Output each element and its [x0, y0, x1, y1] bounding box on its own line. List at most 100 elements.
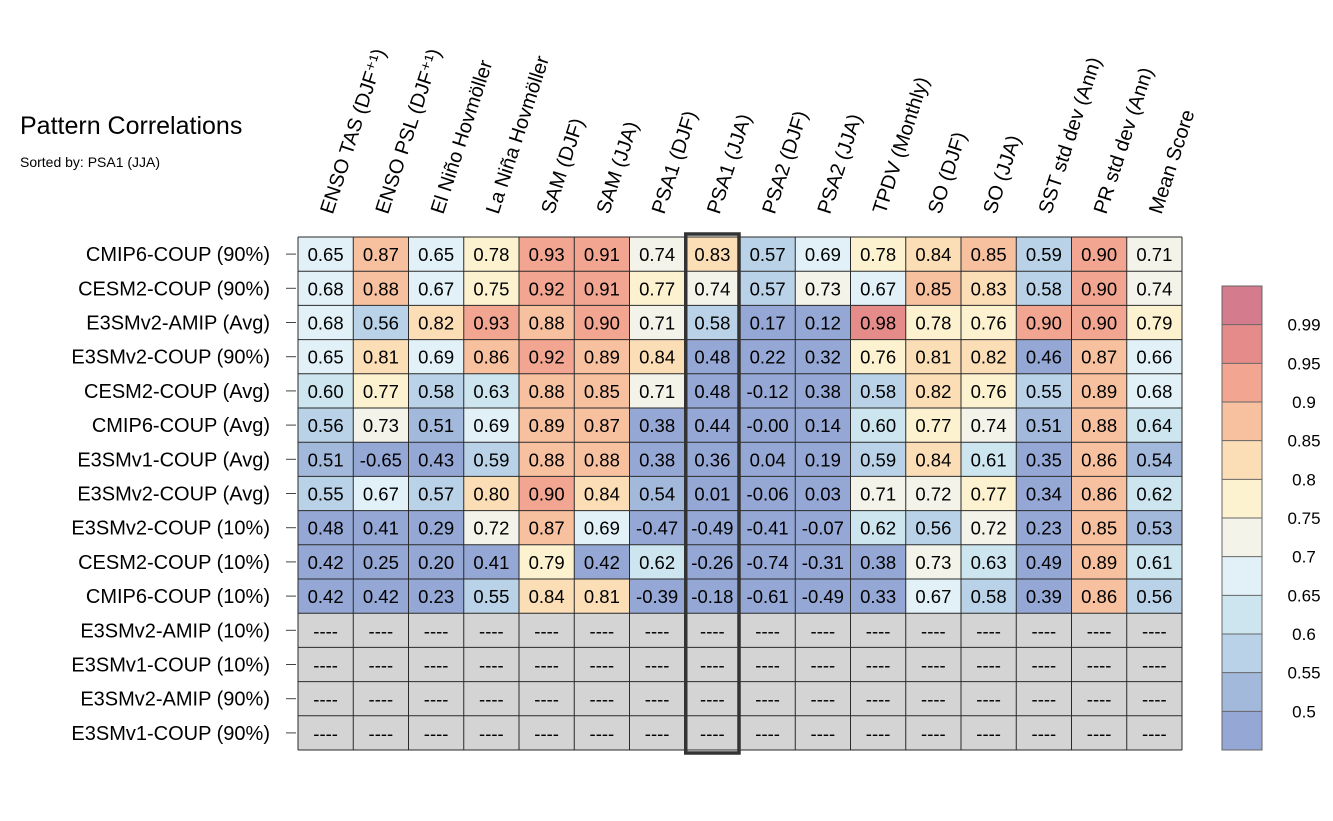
cell-value-label: 0.48 [694, 347, 730, 368]
cell-value-label: 0.85 [915, 278, 951, 299]
heatmap-cell [298, 544, 354, 579]
cell-value-label: -0.00 [747, 415, 789, 436]
cell-value-label: 0.77 [639, 278, 675, 299]
heatmap-cell [353, 613, 409, 648]
cell-value-label: -0.07 [802, 518, 844, 539]
cell-value-label: 0.73 [915, 552, 951, 573]
heatmap-cell [574, 408, 630, 443]
cell-value-label: -0.39 [636, 586, 678, 607]
cell-value-label: 0.86 [1081, 586, 1117, 607]
heatmap-cell [740, 373, 796, 408]
row-label: CESM2-COUP (90%) [78, 278, 270, 300]
row-label: E3SMv1-COUP (Avg) [77, 449, 270, 471]
heatmap-cell [463, 271, 519, 306]
cell-value-label: ---- [645, 723, 670, 744]
heatmap-cell [1126, 408, 1182, 443]
cell-value-label: 0.51 [1026, 415, 1062, 436]
cell-value-label: 0.19 [805, 449, 841, 470]
cell-value-label: ---- [645, 689, 670, 710]
row-label: E3SMv1-COUP (90%) [71, 723, 270, 745]
heatmap-cell [740, 408, 796, 443]
cell-value-label: 0.59 [473, 449, 509, 470]
heatmap-cells [298, 237, 1182, 750]
cell-value-label: 0.39 [1026, 586, 1062, 607]
cell-value-label: 0.33 [860, 586, 896, 607]
colorbar-tick-label: 0.8 [1292, 470, 1316, 489]
cell-value-label: ---- [1087, 655, 1112, 676]
heatmap-cell [519, 715, 575, 750]
heatmap-cell [905, 237, 961, 272]
column-label: SAM (DJF) [537, 116, 588, 217]
colorbar-swatch [1222, 363, 1262, 402]
heatmap-cell [905, 442, 961, 477]
column-label: SO (JJA) [979, 133, 1025, 217]
heatmap-cell [519, 442, 575, 477]
column-label: PSA1 (JJA) [703, 111, 756, 216]
heatmap-cell [408, 544, 464, 579]
cell-value-label: ---- [479, 723, 504, 744]
heatmap-cell [905, 476, 961, 511]
heatmap-cell [795, 237, 851, 272]
cell-value-label: 0.81 [363, 347, 399, 368]
heatmap-cell [1016, 271, 1072, 306]
cell-value-label: 0.68 [1136, 381, 1172, 402]
colorbar-swatch [1222, 556, 1262, 596]
cell-value-label: 0.74 [1136, 278, 1172, 299]
heatmap-cell [574, 613, 630, 648]
column-label: SO (DJF) [924, 129, 971, 216]
heatmap-cell [795, 271, 851, 306]
heatmap-cell [850, 442, 906, 477]
cell-value-label: 0.17 [750, 313, 786, 334]
cell-value-label: ---- [976, 723, 1001, 744]
cell-value-label: 0.53 [1136, 518, 1172, 539]
cell-value-label: 0.73 [805, 278, 841, 299]
cell-value-label: 0.83 [694, 244, 730, 265]
cell-value-label: 0.90 [584, 313, 620, 334]
heatmap-cell [795, 373, 851, 408]
cell-value-label: 0.78 [860, 244, 896, 265]
heatmap-cell [463, 681, 519, 716]
cell-value-label: 0.42 [363, 586, 399, 607]
heatmap-cell [850, 579, 906, 614]
heatmap-cell [353, 271, 409, 306]
heatmap-cell [1071, 681, 1127, 716]
cell-value-label: 0.72 [473, 518, 509, 539]
heatmap-cell [1071, 544, 1127, 579]
cell-value-label: 0.77 [363, 381, 399, 402]
cell-value-label: 0.89 [1081, 381, 1117, 402]
cell-value-label: 0.74 [971, 415, 1007, 436]
cell-value-label: 0.74 [694, 278, 730, 299]
cell-value-label: 0.82 [418, 313, 454, 334]
cell-value-label: ---- [755, 723, 780, 744]
heatmap-cell [519, 305, 575, 340]
heatmap-cell [1016, 305, 1072, 340]
heatmap-cell [795, 339, 851, 374]
cell-value-label: -0.74 [747, 552, 789, 573]
heatmap-cell [629, 681, 685, 716]
cell-value-label: ---- [369, 723, 394, 744]
cell-value-label: 0.44 [694, 415, 730, 436]
cell-value-label: ---- [424, 723, 449, 744]
heatmap-cell [519, 681, 575, 716]
heatmap-cell [1126, 339, 1182, 374]
cell-value-label: 0.87 [529, 518, 565, 539]
row-label: E3SMv2-COUP (90%) [71, 347, 270, 369]
cell-value-label: ---- [479, 655, 504, 676]
cell-value-label: 0.57 [750, 244, 786, 265]
cell-value-label: 0.69 [418, 347, 454, 368]
heatmap-cell [1016, 681, 1072, 716]
cell-value-label: ---- [590, 655, 615, 676]
cell-value-label: 0.85 [1081, 518, 1117, 539]
heatmap-cell [850, 339, 906, 374]
cell-value-label: 0.61 [971, 449, 1007, 470]
heatmap-cell [905, 373, 961, 408]
heatmap-cell [353, 237, 409, 272]
cell-value-label: ---- [755, 689, 780, 710]
heatmap-cell [1016, 647, 1072, 682]
heatmap-cell [905, 579, 961, 614]
column-label: PSA1 (DJF) [648, 108, 702, 216]
cell-value-label: ---- [369, 620, 394, 641]
heatmap-cell [850, 647, 906, 682]
cell-value-label: ---- [534, 689, 559, 710]
